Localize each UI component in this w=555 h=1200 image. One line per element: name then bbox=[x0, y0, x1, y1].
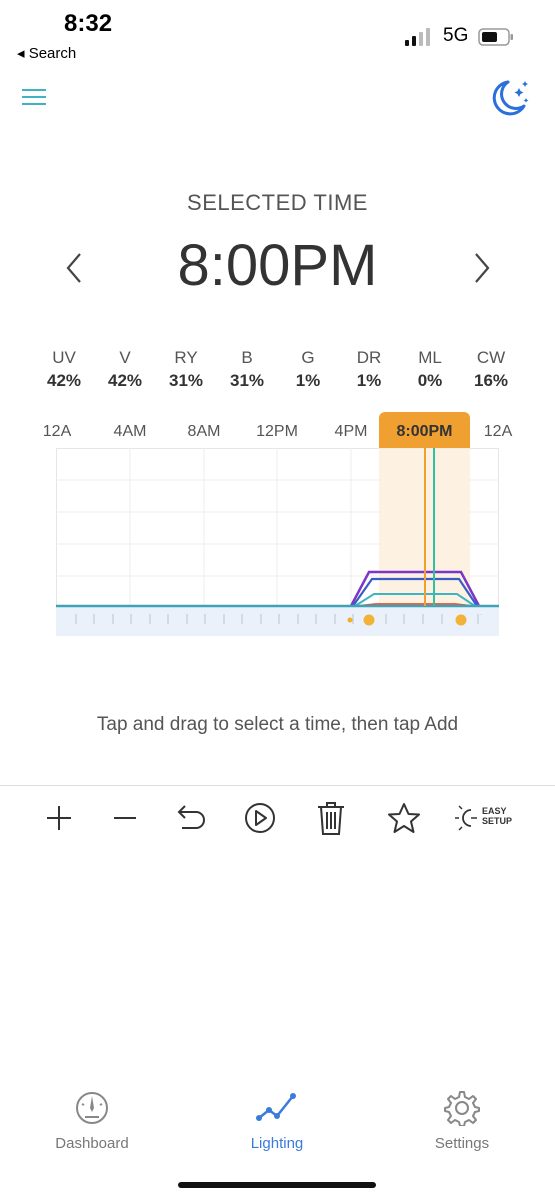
channel-value: 31% bbox=[168, 371, 204, 390]
tab-settings-label: Settings bbox=[434, 1135, 490, 1152]
gear-icon bbox=[444, 1091, 480, 1127]
tab-lighting[interactable]: Lighting bbox=[217, 1090, 337, 1152]
sun-marker bbox=[363, 614, 375, 626]
channel-name: CW bbox=[476, 348, 506, 367]
home-indicator[interactable] bbox=[178, 1182, 376, 1188]
channel-name: DR bbox=[356, 348, 382, 367]
easy-setup-button[interactable]: EASY SETUP bbox=[455, 802, 525, 834]
channel-name: RY bbox=[174, 348, 198, 367]
channel-dr: DR 1% bbox=[339, 348, 399, 391]
selected-time-tab-label: 8:00PM bbox=[396, 423, 453, 440]
previous-time-chevron-icon[interactable] bbox=[60, 246, 90, 290]
hamburger-icon[interactable] bbox=[22, 87, 46, 107]
lighting-graph-icon bbox=[256, 1093, 296, 1121]
moon-stars-icon[interactable] bbox=[488, 78, 530, 118]
add-icon[interactable] bbox=[39, 800, 79, 836]
sunset-marker bbox=[455, 614, 467, 626]
channel-value: 1% bbox=[356, 371, 382, 390]
time-label-8am: 8AM bbox=[187, 423, 221, 440]
channel-name: B bbox=[241, 348, 253, 367]
network-type: 5G bbox=[443, 25, 469, 46]
selected-time-label: SELECTED TIME bbox=[187, 190, 368, 215]
sunrise-small-dot bbox=[347, 617, 353, 623]
tab-lighting-label: Lighting bbox=[250, 1135, 304, 1152]
selected-time-tab[interactable]: 8:00PM bbox=[379, 412, 470, 449]
instruction-text: Tap and drag to select a time, then tap … bbox=[96, 714, 459, 735]
channel-name: G bbox=[301, 348, 315, 367]
channel-g: G 1% bbox=[278, 348, 338, 391]
channel-value: 42% bbox=[107, 371, 143, 390]
channel-cw: CW 16% bbox=[461, 348, 521, 391]
battery-icon bbox=[478, 28, 513, 46]
lighting-schedule-chart[interactable] bbox=[56, 448, 499, 636]
divider bbox=[0, 785, 555, 786]
channel-value: 1% bbox=[295, 371, 321, 390]
channel-value: 31% bbox=[229, 371, 265, 390]
remove-icon[interactable] bbox=[105, 800, 145, 836]
channel-b: B 31% bbox=[217, 348, 277, 391]
play-icon[interactable] bbox=[240, 800, 280, 836]
channel-value: 16% bbox=[473, 371, 509, 390]
channel-uv: UV 42% bbox=[34, 348, 94, 391]
series-line-teal bbox=[354, 593, 476, 607]
tab-dashboard-label: Dashboard bbox=[55, 1135, 129, 1152]
easy-setup-line1: EASY bbox=[482, 806, 507, 816]
time-label-12a: 12A bbox=[42, 423, 72, 440]
star-icon[interactable] bbox=[384, 800, 424, 836]
time-label-4am: 4AM bbox=[113, 423, 147, 440]
time-label-4pm: 4PM bbox=[334, 423, 368, 440]
next-time-chevron-icon[interactable] bbox=[466, 246, 496, 290]
channel-value: 0% bbox=[417, 371, 443, 390]
channel-name: ML bbox=[418, 348, 442, 367]
undo-icon[interactable] bbox=[170, 800, 210, 836]
time-label-12pm: 12PM bbox=[256, 423, 298, 440]
tab-settings[interactable]: Settings bbox=[402, 1090, 522, 1152]
tab-dashboard[interactable]: Dashboard bbox=[32, 1090, 152, 1152]
series-line-purple bbox=[349, 570, 481, 607]
channel-ml: ML 0% bbox=[400, 348, 460, 391]
channel-ry: RY 31% bbox=[156, 348, 216, 391]
signal-icon bbox=[405, 28, 430, 46]
dashboard-gauge-icon bbox=[76, 1092, 108, 1124]
channel-value: 42% bbox=[46, 371, 82, 390]
time-label-12a-end: 12A bbox=[483, 423, 513, 440]
trash-icon[interactable] bbox=[311, 800, 351, 836]
status-time: 8:32 bbox=[64, 10, 113, 37]
channel-name: V bbox=[119, 348, 131, 367]
channel-v: V 42% bbox=[95, 348, 155, 391]
easy-setup-icon bbox=[455, 805, 477, 831]
selected-time-value: 8:00PM bbox=[177, 233, 378, 298]
back-to-search[interactable]: ◂ Search bbox=[17, 45, 77, 62]
easy-setup-line2: SETUP bbox=[482, 816, 513, 826]
channel-name: UV bbox=[52, 348, 76, 367]
series-line-blue bbox=[352, 577, 478, 607]
